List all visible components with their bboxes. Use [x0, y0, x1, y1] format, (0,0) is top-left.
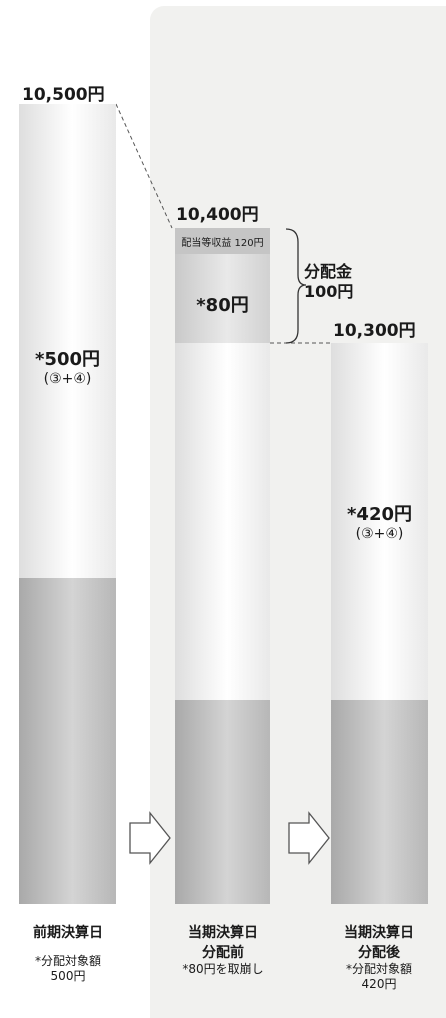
bar-current-after-amount: *420円 (③+④) — [331, 500, 428, 542]
footer-current-before-line1: *80円を取崩し — [182, 962, 264, 976]
bar-current-before-value: 10,400円 — [176, 205, 259, 225]
footer-current-after: 当期決算日 分配後 *分配対象額 420円 — [318, 922, 440, 992]
bar-previous-amount-text: *500円 — [35, 349, 100, 370]
bar-previous-amount: *500円 (③+④) — [19, 345, 116, 387]
distribution-label-line1: 分配金 — [304, 262, 353, 281]
distribution-label-line2: 100円 — [304, 282, 354, 301]
footer-current-after-line1: *分配対象額 — [345, 962, 412, 976]
bar-current-after-amount-sub: (③+④) — [355, 526, 404, 542]
bar-previous-base — [19, 578, 116, 904]
footer-previous: 前期決算日 *分配対象額 500円 — [8, 922, 128, 984]
footer-current-before-title2: 分配前 — [202, 945, 244, 961]
bar-current-before — [175, 228, 270, 904]
footer-current-before-title: 当期決算日 — [188, 925, 258, 941]
footer-previous-line2: 500円 — [50, 969, 86, 983]
footer-current-after-line2: 420円 — [361, 977, 397, 991]
footer-current-after-title: 当期決算日 — [344, 925, 414, 941]
bar-current-after-amount-text: *420円 — [347, 504, 412, 525]
bar-current-before-amount: *80円 — [196, 295, 249, 316]
bar-current-after-base — [331, 700, 428, 904]
bar-current-before-upper — [175, 343, 270, 700]
footer-current-after-title2: 分配後 — [358, 945, 400, 961]
bar-current-before-drawdown — [175, 254, 270, 343]
bar-current-after — [331, 343, 428, 904]
income-strip-label: 配当等収益 120円 — [181, 238, 264, 249]
arrow-right-icon — [129, 811, 171, 865]
distribution-label: 分配金 100円 — [304, 262, 353, 302]
bar-current-after-value: 10,300円 — [333, 321, 416, 341]
bar-current-after-upper — [331, 343, 428, 700]
distribution-brace — [285, 228, 307, 344]
bar-previous-amount-sub: (③+④) — [43, 371, 92, 387]
footer-previous-line1: *分配対象額 — [34, 954, 101, 968]
bar-previous-upper — [19, 104, 116, 578]
bar-current-before-base — [175, 700, 270, 904]
bar-current-before-income-strip — [175, 228, 270, 255]
dashed-connector-1 — [115, 103, 173, 229]
footer-current-before: 当期決算日 分配前 *80円を取崩し — [162, 922, 284, 977]
arrow-right-icon — [288, 811, 330, 865]
bar-previous-value: 10,500円 — [22, 85, 105, 105]
bar-previous — [19, 104, 116, 904]
footer-previous-title: 前期決算日 — [33, 925, 103, 941]
